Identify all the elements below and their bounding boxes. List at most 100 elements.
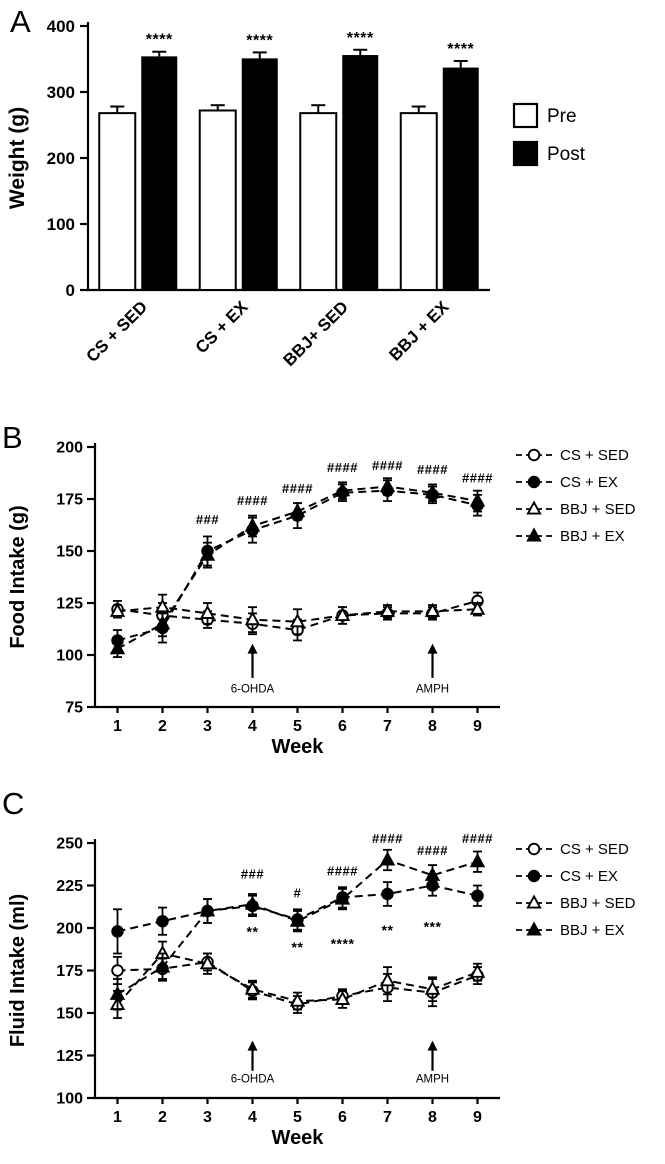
series-line bbox=[117, 599, 478, 632]
y-axis: 100 125 150 175 200 225 250 bbox=[56, 836, 95, 1108]
legend: CS + SED CS + EX BBJ + SED BBJ + EX bbox=[516, 841, 636, 939]
open-triangle-marker bbox=[199, 604, 216, 619]
significance-stars: **** bbox=[246, 32, 273, 49]
open-triangle-marker bbox=[379, 602, 396, 617]
star-annotation: ** bbox=[292, 939, 304, 955]
x-category-label: BBJ + EX bbox=[385, 297, 453, 365]
treatment-label: AMPH bbox=[416, 683, 449, 695]
x-tick-label: 4 bbox=[248, 718, 257, 735]
x-tick-label: 4 bbox=[248, 1109, 257, 1126]
y-tick-label: 250 bbox=[56, 836, 83, 853]
y-tick-label: 200 bbox=[47, 149, 75, 168]
open-triangle-marker bbox=[289, 992, 306, 1007]
legend-label: BBJ + EX bbox=[560, 922, 625, 939]
y-tick-label: 175 bbox=[56, 963, 83, 980]
y-tick-label: 75 bbox=[65, 700, 83, 717]
open-triangle-marker bbox=[526, 500, 542, 515]
solid-triangle-marker bbox=[109, 640, 126, 655]
y-tick-label: 175 bbox=[56, 492, 83, 509]
star-annotation: **** bbox=[331, 935, 355, 951]
solid-triangle-marker bbox=[424, 484, 441, 499]
solid-triangle-marker bbox=[154, 615, 171, 630]
open-triangle-marker bbox=[244, 611, 261, 626]
hash-annotation: #### bbox=[462, 470, 493, 485]
treatment-label: 6-OHDA bbox=[231, 683, 275, 695]
legend-label: CS + EX bbox=[560, 474, 618, 491]
y-tick-label: 225 bbox=[56, 878, 83, 895]
treatment-label: 6-OHDA bbox=[231, 1074, 275, 1086]
x-category-label: CS + EX bbox=[192, 297, 252, 357]
solid-circle-marker bbox=[527, 475, 541, 489]
y-tick-label: 100 bbox=[56, 648, 83, 665]
series-bbj-ex bbox=[109, 848, 486, 1011]
significance-stars: **** bbox=[447, 41, 474, 58]
series-line bbox=[117, 960, 478, 1006]
series-line bbox=[117, 489, 478, 642]
open-triangle-marker bbox=[199, 955, 216, 970]
open-square-icon bbox=[512, 102, 539, 129]
annotations: ############### #### ########6-OHDA AMPH bbox=[196, 458, 493, 696]
open-triangle-marker bbox=[424, 980, 441, 995]
solid-triangle-marker bbox=[289, 912, 306, 927]
solid-circle-marker bbox=[381, 887, 394, 901]
weight-bar-chart-panel: 0 100 200 300 400 Weight (g) **** **** **** **** C… bbox=[0, 0, 665, 423]
hash-annotation: ### bbox=[241, 867, 264, 882]
solid-triangle-marker bbox=[244, 517, 261, 532]
x-axis: 1 2 3 4 5 6 7 8 9 bbox=[113, 1098, 482, 1126]
open-triangle-marker bbox=[469, 600, 486, 615]
hash-annotation: # bbox=[294, 885, 302, 900]
x-tick-label: 9 bbox=[473, 718, 482, 735]
y-tick-label: 150 bbox=[56, 1006, 83, 1023]
significance-stars: **** bbox=[347, 30, 374, 47]
y-axis-label: Fluid Intake (ml) bbox=[7, 894, 29, 1047]
open-triangle-marker bbox=[109, 602, 126, 617]
solid-circle-marker bbox=[527, 869, 541, 883]
legend: Pre Post bbox=[512, 102, 586, 167]
open-triangle-marker bbox=[244, 980, 261, 995]
significance-stars: **** bbox=[146, 32, 173, 49]
arrowhead-icon bbox=[427, 643, 438, 654]
solid-triangle-marker bbox=[289, 502, 306, 518]
solid-triangle-marker bbox=[526, 921, 542, 936]
x-tick-label: 5 bbox=[293, 718, 302, 735]
open-circle-marker bbox=[527, 842, 541, 856]
solid-triangle-marker bbox=[334, 482, 351, 497]
legend-label: CS + SED bbox=[560, 841, 629, 858]
x-category-label: CS + SED bbox=[83, 297, 152, 366]
x-tick-label: 8 bbox=[428, 718, 437, 735]
x-axis-label: Week bbox=[272, 736, 325, 758]
solid-circle-marker bbox=[471, 889, 484, 902]
treatment-label: AMPH bbox=[416, 1074, 449, 1086]
y-tick-label: 0 bbox=[66, 281, 75, 300]
x-axis: 1 2 3 4 5 6 7 8 9 bbox=[113, 707, 482, 735]
legend: CS + SED CS + EX BBJ + SED BBJ + EX bbox=[516, 447, 636, 545]
solid-triangle-marker bbox=[379, 851, 396, 866]
x-tick-label: 7 bbox=[383, 1109, 392, 1126]
star-annotation: *** bbox=[424, 918, 442, 934]
panel-b-letter: B bbox=[2, 420, 23, 455]
bars: **** **** **** **** bbox=[98, 30, 479, 292]
y-axis-label: Food Intake (g) bbox=[7, 505, 29, 648]
x-tick-label: 7 bbox=[383, 718, 392, 735]
x-tick-label: 1 bbox=[113, 718, 122, 735]
hash-annotation: #### bbox=[282, 481, 313, 496]
y-tick-label: 125 bbox=[56, 596, 83, 613]
open-circle-marker bbox=[527, 448, 541, 462]
series-line bbox=[117, 606, 478, 623]
open-triangle-marker bbox=[379, 972, 396, 987]
panel-c-letter: C bbox=[2, 786, 25, 821]
x-tick-label: 6 bbox=[338, 718, 347, 735]
x-tick-label: 1 bbox=[113, 1109, 122, 1126]
star-annotation: ** bbox=[247, 924, 259, 940]
series-bbj-ex bbox=[109, 477, 486, 658]
legend-label: BBJ + SED bbox=[560, 501, 636, 518]
y-axis-label: Weight (g) bbox=[6, 107, 29, 209]
legend-label: BBJ + EX bbox=[560, 528, 625, 545]
arrowhead-icon bbox=[427, 1040, 438, 1051]
hash-annotation: #### bbox=[327, 863, 358, 878]
x-axis-label: Week bbox=[272, 1127, 325, 1149]
y-tick-label: 100 bbox=[47, 215, 75, 234]
legend-label: Post bbox=[547, 144, 586, 165]
hash-annotation: #### bbox=[417, 462, 448, 477]
solid-triangle-marker bbox=[469, 492, 486, 507]
